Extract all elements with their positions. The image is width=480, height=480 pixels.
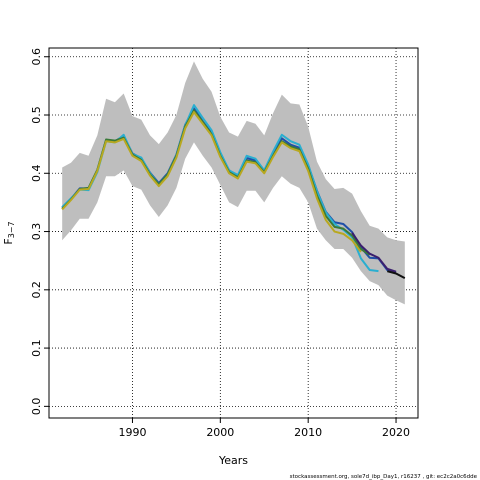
x-tick-label: 2020 [382, 426, 410, 439]
y-axis-title: F3−7 [2, 221, 16, 244]
y-tick-label: 0.3 [30, 223, 43, 241]
series-line-5 [351, 232, 397, 273]
x-axis-title: Years [218, 454, 248, 467]
y-axis-title-main: F [2, 238, 15, 244]
x-tick-label: 2010 [294, 426, 322, 439]
y-tick-label: 0.0 [30, 398, 43, 416]
x-axis: 1990 2000 2010 2020 [118, 418, 410, 439]
plot-frame [48, 47, 419, 419]
y-tick-label: 0.4 [30, 165, 43, 183]
y-axis-title-subscript: 3−7 [7, 221, 16, 238]
y-axis: 0.0 0.1 0.2 0.3 0.4 0.5 0.6 [30, 48, 49, 415]
x-tick-label: 2000 [206, 426, 234, 439]
series-line-6 [386, 270, 406, 280]
y-tick-label: 0.2 [30, 281, 43, 299]
series-line-4 [61, 111, 362, 253]
footer-credit: stockassessment.org, sole7d_ibp_Day1, r1… [290, 474, 478, 480]
x-tick-label: 1990 [118, 426, 146, 439]
y-tick-label: 0.6 [30, 48, 43, 66]
series-group [61, 104, 406, 280]
y-tick-label: 0.1 [30, 339, 43, 357]
confidence-band [62, 61, 405, 305]
confidence-band-group [62, 61, 405, 305]
y-tick-label: 0.5 [30, 106, 43, 124]
